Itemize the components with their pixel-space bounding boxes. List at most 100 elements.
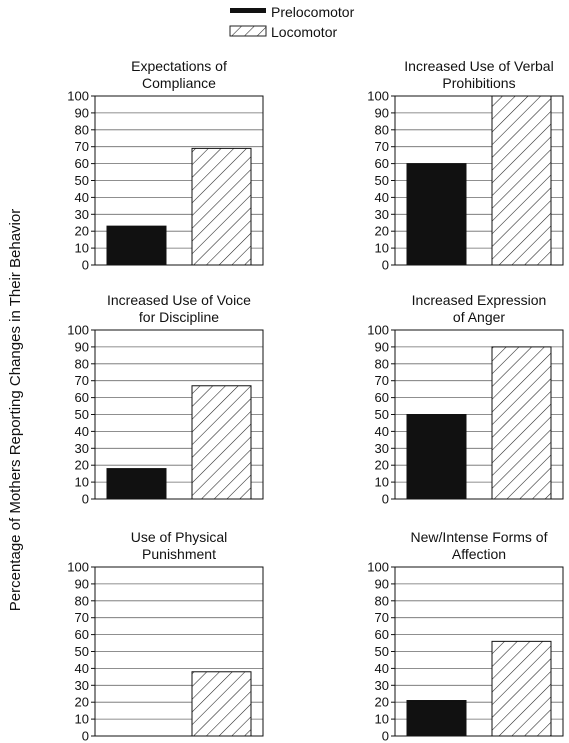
y-tick-label: 100 [67, 323, 89, 338]
legend-label: Locomotor [271, 24, 337, 40]
bar-prelocomotor [406, 414, 467, 500]
y-tick-label: 40 [75, 661, 89, 676]
y-tick-label: 0 [382, 492, 389, 507]
chart-title: Increased Use of Verbal [404, 58, 553, 74]
y-tick-label: 20 [75, 458, 89, 473]
y-tick-label: 70 [75, 610, 89, 625]
y-tick-label: 60 [375, 156, 389, 171]
y-tick-label: 100 [67, 560, 89, 575]
chart-title: Affection [452, 546, 506, 562]
y-tick-label: 70 [375, 139, 389, 154]
legend: Prelocomotor Locomotor [229, 4, 355, 40]
y-tick-label: 90 [75, 339, 89, 354]
y-axis-label: Percentage of Mothers Reporting Changes … [7, 209, 24, 611]
plot-frame [394, 566, 564, 737]
y-tick-label: 60 [375, 390, 389, 405]
bar-prelocomotor [406, 163, 467, 266]
y-tick-label: 90 [375, 105, 389, 120]
y-tick-label: 10 [375, 475, 389, 490]
bar-prelocomotor [406, 700, 467, 737]
y-tick-label: 60 [75, 156, 89, 171]
y-tick-label: 80 [375, 356, 389, 371]
bar-locomotor [491, 346, 552, 500]
y-tick-label: 10 [375, 712, 389, 727]
y-tick-label: 40 [75, 190, 89, 205]
plot-frame [394, 329, 564, 500]
y-tick-label: 50 [75, 173, 89, 188]
y-tick-label: 50 [375, 407, 389, 422]
y-tick-label: 70 [75, 373, 89, 388]
plot-frame [394, 95, 564, 266]
y-tick-label: 70 [75, 139, 89, 154]
y-tick-label: 0 [82, 729, 89, 743]
y-tick-label: 80 [75, 122, 89, 137]
y-tick-label: 90 [75, 105, 89, 120]
y-tick-label: 0 [382, 258, 389, 273]
y-tick-label: 60 [75, 627, 89, 642]
bar-locomotor [191, 147, 252, 266]
y-tick-label: 100 [367, 89, 389, 104]
legend-swatch-solid [230, 8, 266, 13]
y-tick-label: 50 [375, 173, 389, 188]
bar-locomotor [191, 385, 252, 500]
y-tick-label: 0 [82, 258, 89, 273]
y-tick-label: 100 [67, 89, 89, 104]
y-tick-label: 0 [382, 729, 389, 743]
chart-title: Prohibitions [442, 75, 515, 91]
y-tick-label: 20 [75, 695, 89, 710]
y-tick-label: 60 [75, 390, 89, 405]
y-tick-label: 30 [75, 678, 89, 693]
y-tick-label: 20 [375, 224, 389, 239]
y-tick-label: 100 [367, 323, 389, 338]
y-tick-label: 70 [375, 373, 389, 388]
plot-frame [94, 95, 264, 266]
y-tick-label: 10 [75, 475, 89, 490]
y-tick-label: 10 [75, 712, 89, 727]
y-tick-label: 30 [375, 207, 389, 222]
bar-prelocomotor [106, 225, 167, 266]
chart-title: Increased Use of Voice [107, 292, 251, 308]
y-tick-label: 50 [75, 644, 89, 659]
y-tick-label: 50 [375, 644, 389, 659]
y-tick-label: 60 [375, 627, 389, 642]
y-tick-label: 90 [375, 339, 389, 354]
chart-title: for Discipline [139, 309, 219, 325]
legend-item-prelocomotor: Prelocomotor [230, 4, 355, 20]
chart-title: Increased Expression [412, 292, 547, 308]
y-tick-label: 20 [375, 458, 389, 473]
plot-frame [94, 566, 264, 737]
y-tick-label: 0 [82, 492, 89, 507]
legend-swatch-hatched [229, 25, 267, 37]
y-tick-label: 50 [75, 407, 89, 422]
y-tick-label: 80 [375, 593, 389, 608]
y-tick-label: 40 [375, 661, 389, 676]
bar-locomotor [491, 640, 552, 737]
y-tick-label: 30 [75, 441, 89, 456]
y-tick-label: 30 [75, 207, 89, 222]
chart-title: Expectations of [131, 58, 227, 74]
y-tick-label: 30 [375, 678, 389, 693]
y-tick-label: 20 [75, 224, 89, 239]
bar-locomotor [491, 95, 552, 266]
y-tick-label: 40 [375, 190, 389, 205]
chart-title: New/Intense Forms of [411, 529, 548, 545]
y-tick-label: 70 [375, 610, 389, 625]
chart-title: Use of Physical [131, 529, 227, 545]
plot-frame [94, 329, 264, 500]
chart-title: Compliance [142, 75, 216, 91]
y-tick-label: 10 [375, 241, 389, 256]
legend-label: Prelocomotor [271, 4, 355, 20]
y-tick-label: 80 [75, 356, 89, 371]
y-tick-label: 80 [75, 593, 89, 608]
y-tick-label: 90 [375, 576, 389, 591]
y-tick-label: 30 [375, 441, 389, 456]
y-tick-label: 90 [75, 576, 89, 591]
